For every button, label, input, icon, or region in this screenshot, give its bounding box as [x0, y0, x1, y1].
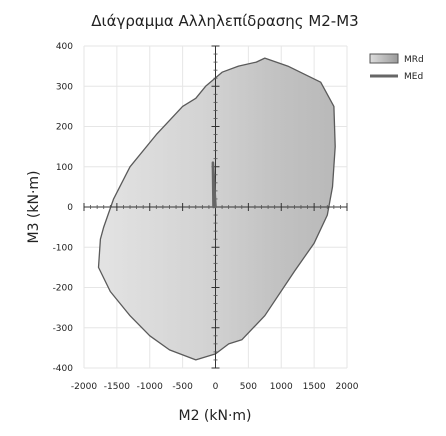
y-tick-label-7: 300	[56, 82, 73, 92]
y-tick-label-5: 100	[56, 163, 73, 173]
chart-title: Διάγραμμα Αλληλεπίδρασης M2-M3	[91, 12, 358, 30]
x-tick-label-2: -1000	[137, 382, 163, 392]
legend-swatch-mrd	[369, 53, 399, 64]
med-line	[211, 161, 217, 209]
y-tick-labels: -400 -300 -200 -100 0 100 200 300 400	[53, 42, 74, 374]
x-tick-label-7: 1500	[303, 382, 326, 392]
y-tick-label-6: 200	[56, 123, 73, 133]
y-tick-label-0: -400	[53, 364, 74, 374]
x-tick-label-8: 2000	[336, 382, 359, 392]
x-tick-label-0: -2000	[71, 382, 97, 392]
mrd-area	[97, 57, 336, 361]
y-tick-label-3: -100	[53, 243, 74, 253]
legend: MRd MEd	[369, 53, 424, 82]
x-axis-title: M2 (kN·m)	[178, 408, 251, 424]
legend-label-med: MEd	[404, 72, 423, 82]
x-tick-label-1: -1500	[104, 382, 130, 392]
y-tick-label-8: 400	[56, 42, 73, 52]
x-tick-label-6: 1000	[270, 382, 293, 392]
x-tick-labels: -2000 -1500 -1000 -500 0 500 1000 1500 2000	[71, 382, 359, 392]
x-tick-label-5: 500	[240, 382, 257, 392]
x-tick-label-3: -500	[172, 382, 193, 392]
y-axis-title: M3 (kN·m)	[26, 170, 42, 243]
y-tick-label-1: -300	[53, 324, 74, 334]
mrd-area-layer	[97, 57, 336, 361]
legend-label-mrd: MRd	[404, 55, 424, 65]
x-tick-label-4: 0	[213, 382, 219, 392]
y-tick-label-2: -200	[53, 284, 74, 294]
y-tick-label-4: 0	[67, 203, 73, 213]
med-line-layer	[211, 161, 217, 209]
